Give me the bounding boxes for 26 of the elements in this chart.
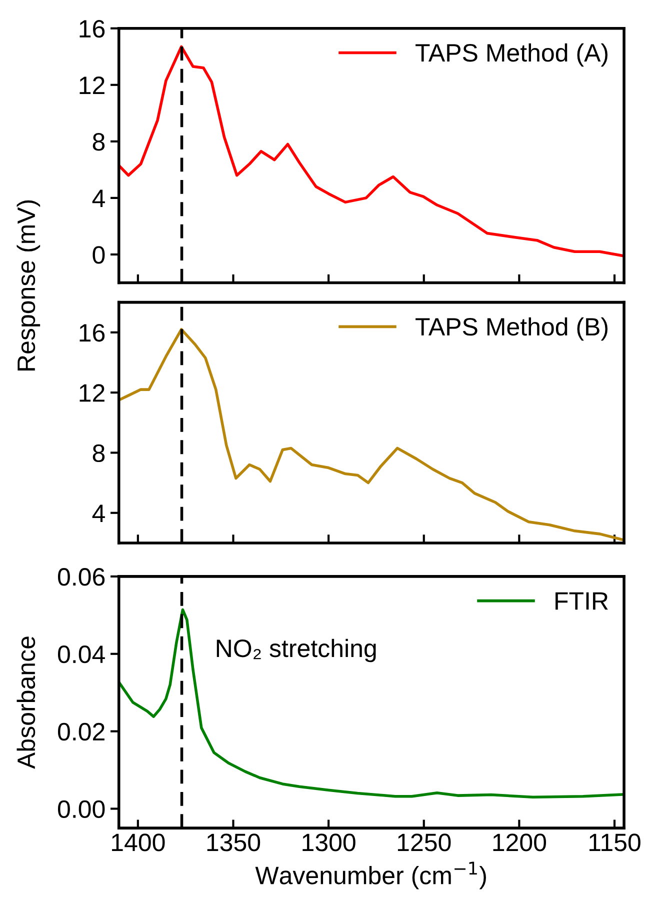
y-axis-title: Response (mV)	[16, 200, 40, 370]
x-tick-label: 1200	[493, 834, 546, 852]
legend-label: TAPS Method (B)	[416, 317, 608, 341]
y-tick-label: 12	[80, 76, 104, 94]
y-tick-label: 4	[92, 190, 105, 208]
y-tick-label: 8	[92, 444, 105, 462]
x-axis-title: Wavenumber (cm$^{−1}$)	[255, 862, 486, 890]
y-tick-label: 4	[92, 504, 105, 522]
y-tick-label: 0	[92, 246, 105, 264]
y-tick-label: 0.06	[58, 568, 105, 586]
y-tick-label: 0.00	[58, 800, 105, 818]
legend-label: TAPS Method (A)	[416, 43, 608, 67]
y-tick-label: 0.04	[58, 645, 105, 664]
legend-label: FTIR	[556, 592, 608, 610]
x-tick-label: 1150	[590, 834, 640, 852]
annotation: NO₂ stretching	[216, 638, 376, 662]
x-tick-label: 1250	[398, 834, 451, 852]
y-tick-label: 16	[80, 324, 105, 342]
x-tick-label: 1350	[207, 834, 260, 852]
y-tick-label: 0.02	[58, 722, 104, 741]
y-tick-label: 12	[80, 384, 104, 402]
y-axis-title: Absorbance	[16, 636, 36, 769]
x-tick-label: 1400	[112, 834, 165, 852]
y-tick-label: 8	[92, 133, 105, 151]
y-tick-label: 16	[80, 20, 105, 38]
x-tick-label: 1300	[302, 834, 356, 852]
